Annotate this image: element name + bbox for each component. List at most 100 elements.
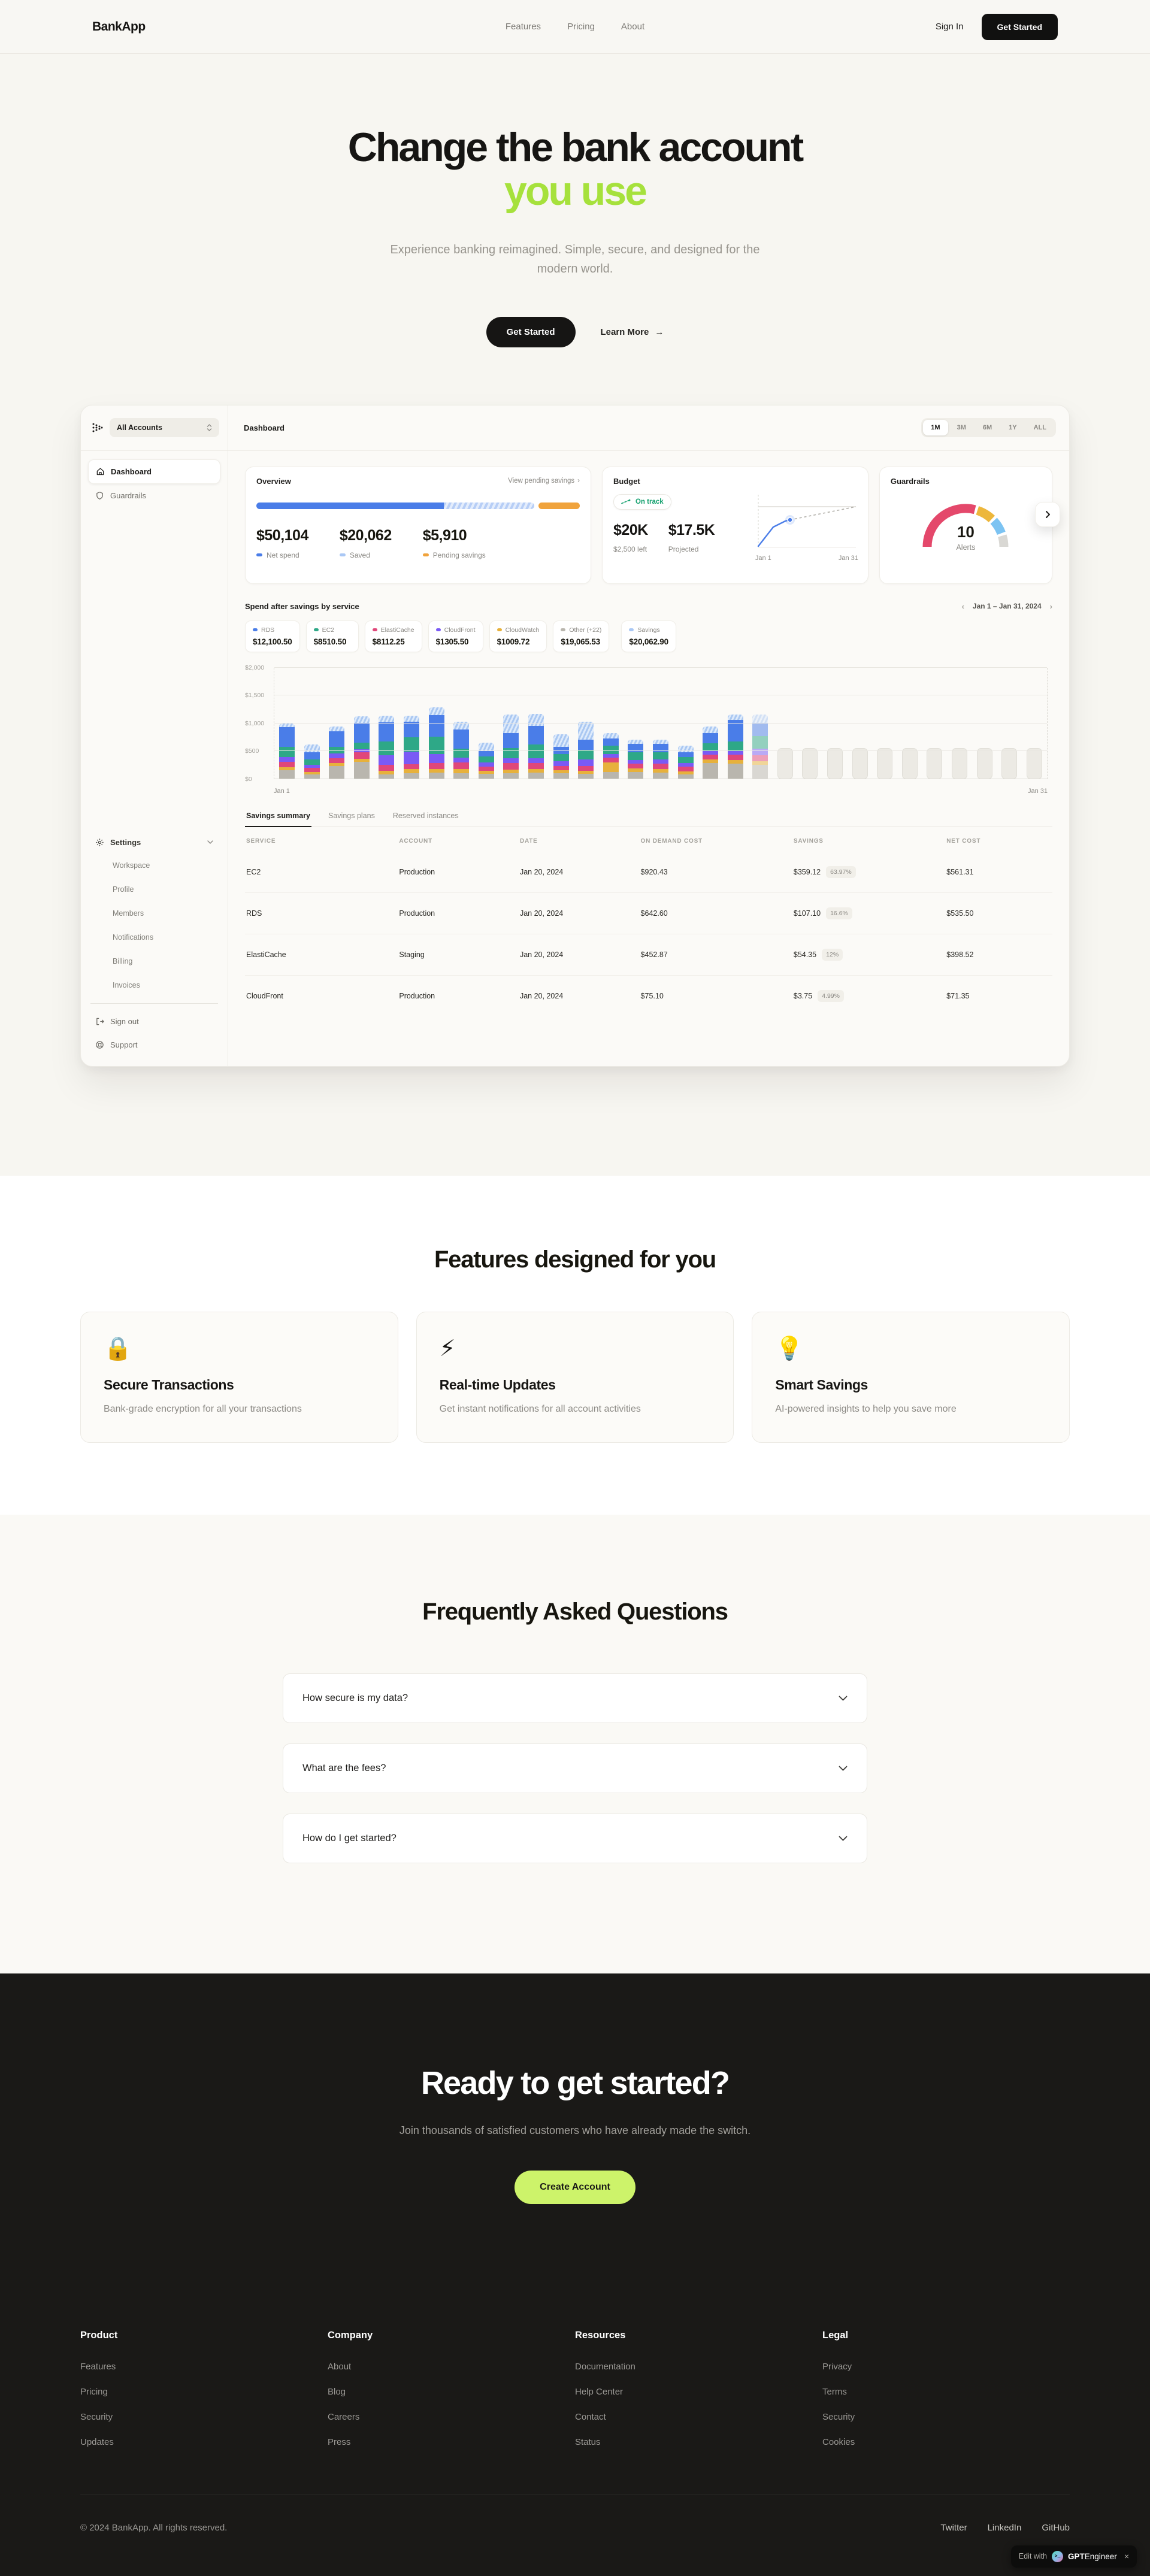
nav-link-features[interactable]: Features [505, 22, 541, 32]
tab-savings-plans[interactable]: Savings plans [328, 811, 375, 820]
chart-bar-day-20[interactable] [752, 715, 768, 779]
legend-chip-other-22[interactable]: Other (+22) $19,065.53 [553, 620, 610, 652]
tab-reserved-instances[interactable]: Reserved instances [392, 811, 459, 820]
sidebar-item-invoices[interactable]: Invoices [113, 980, 140, 989]
feature-card-real-time-updates[interactable]: ⚡ Real-time Updates Get instant notificati… [416, 1311, 734, 1443]
prev-range-button[interactable]: ‹ [961, 601, 964, 611]
legend-value: $1009.72 [497, 637, 530, 646]
nav-link-about[interactable]: About [621, 22, 645, 32]
chart-bar-day-9[interactable] [478, 742, 494, 779]
badge-close-icon[interactable]: × [1124, 2551, 1129, 2562]
sidebar-item-support[interactable]: Support [88, 1033, 220, 1057]
faq-item-how-do-i-get-started[interactable]: How do I get started? [283, 1813, 867, 1863]
legend-chip-savings[interactable]: Savings $20,062.90 [621, 620, 676, 652]
sidebar-item-profile[interactable]: Profile [113, 885, 134, 894]
stat-value: $20,062 [339, 526, 392, 544]
faq-item-what-are-the-fees[interactable]: What are the fees? [283, 1743, 867, 1793]
chart-bar-placeholder-day-30 [1001, 747, 1018, 779]
chart-bar-day-11[interactable] [528, 714, 544, 779]
tab-savings-summary[interactable]: Savings summary [245, 812, 311, 827]
sidebar-item-billing[interactable]: Billing [113, 956, 133, 965]
chart-bar-day-15[interactable] [628, 739, 644, 779]
table-row-cloudfront[interactable]: CloudFront Production Jan 20, 2024 $75.10 $3… [245, 974, 1052, 1016]
chart-bar-day-6[interactable] [403, 715, 419, 779]
learn-more-link[interactable]: Learn More → [601, 327, 664, 337]
footer-link-legal-terms[interactable]: Terms [822, 2386, 847, 2397]
footer-link-resources-status[interactable]: Status [575, 2436, 601, 2447]
bar-segment-rds [578, 739, 594, 750]
chart-legend: RDS $12,100.50 EC2 $8510.50 ElastiCache $8112… [245, 620, 1052, 652]
table-row-elasticache[interactable]: ElastiCache Staging Jan 20, 2024 $452.87 $54… [245, 933, 1052, 975]
carousel-next-button[interactable] [1035, 501, 1061, 527]
social-link-twitter[interactable]: Twitter [940, 2522, 967, 2533]
footer-link-resources-documentation[interactable]: Documentation [575, 2361, 635, 2372]
sidebar-item-sign-out[interactable]: Sign out [88, 1010, 220, 1033]
next-range-button[interactable]: › [1049, 601, 1052, 611]
footer-link-resources-help-center[interactable]: Help Center [575, 2386, 624, 2397]
chart-bar-day-19[interactable] [727, 715, 743, 779]
bar-segment-cloudfront [528, 758, 544, 763]
legend-chip-cloudfront[interactable]: CloudFront $1305.50 [428, 620, 483, 652]
footer-link-legal-privacy[interactable]: Privacy [822, 2361, 852, 2372]
sidebar-item-dashboard[interactable]: Dashboard [88, 459, 220, 484]
chart-bar-day-5[interactable] [379, 715, 395, 779]
table-row-rds[interactable]: RDS Production Jan 20, 2024 $642.60 $107.10 1… [245, 892, 1052, 934]
footer-link-company-blog[interactable]: Blog [328, 2386, 346, 2397]
faq-chevron [839, 1836, 848, 1841]
sidebar-item-workspace[interactable]: Workspace [113, 861, 150, 870]
hero-get-started-button[interactable]: Get Started [486, 316, 576, 347]
bar-segment-other [379, 774, 395, 779]
chart-bar-day-17[interactable] [677, 746, 694, 779]
chart-bar-day-7[interactable] [428, 707, 444, 779]
time-range-3m[interactable]: 3M [949, 420, 974, 435]
footer-link-product-pricing[interactable]: Pricing [80, 2386, 108, 2397]
time-range-all[interactable]: ALL [1026, 420, 1054, 435]
legend-chip-cloudwatch[interactable]: CloudWatch $1009.72 [489, 620, 547, 652]
footer-link-product-updates[interactable]: Updates [80, 2436, 114, 2447]
chart-bar-day-1[interactable] [279, 723, 295, 779]
table-row-ec2[interactable]: EC2 Production Jan 20, 2024 $920.43 $359.12 6… [245, 852, 1052, 892]
footer-link-legal-security[interactable]: Security [822, 2411, 855, 2422]
chart-bar-day-14[interactable] [603, 732, 619, 779]
faq-item-how-secure-is-my-data[interactable]: How secure is my data? [283, 1673, 867, 1723]
chart-bar-day-3[interactable] [329, 726, 345, 779]
time-range-1y[interactable]: 1Y [1001, 420, 1024, 435]
view-pending-savings-link[interactable]: View pending savings › [508, 477, 580, 485]
sign-in-link[interactable]: Sign In [935, 22, 964, 32]
time-range-1m[interactable]: 1M [923, 420, 948, 436]
chart-bar-day-18[interactable] [703, 727, 719, 779]
sidebar-item-members[interactable]: Members [113, 909, 144, 918]
chart-bar-day-4[interactable] [353, 716, 370, 779]
footer-link-company-press[interactable]: Press [328, 2436, 351, 2447]
legend-chip-rds[interactable]: RDS $12,100.50 [245, 620, 300, 652]
sidebar-settings-toggle[interactable]: Settings [88, 831, 220, 853]
header-get-started-button[interactable]: Get Started [981, 13, 1058, 40]
account-switcher-select[interactable]: All Accounts [110, 418, 219, 438]
sidebar-item-notifications[interactable]: Notifications [113, 933, 154, 942]
create-account-button[interactable]: Create Account [515, 2170, 635, 2204]
sidebar-item-guardrails[interactable]: Guardrails [88, 484, 220, 507]
time-range-6m[interactable]: 6M [975, 420, 1000, 435]
footer-link-product-features[interactable]: Features [80, 2361, 116, 2372]
social-link-linkedin[interactable]: LinkedIn [987, 2522, 1022, 2533]
social-link-github[interactable]: GitHub [1042, 2522, 1070, 2533]
budget-chart-start-label: Jan 1 [755, 554, 771, 562]
chart-bar-day-12[interactable] [553, 734, 569, 779]
footer-link-company-about[interactable]: About [328, 2361, 352, 2372]
chart-bar-day-13[interactable] [578, 722, 594, 779]
footer-link-resources-contact[interactable]: Contact [575, 2411, 606, 2422]
legend-chip-elasticache[interactable]: ElastiCache $8112.25 [364, 620, 422, 652]
chart-bar-day-2[interactable] [304, 744, 320, 779]
chart-bar-day-16[interactable] [652, 739, 668, 779]
gpt-engineer-badge[interactable]: Edit with >_ GPTEngineer × [1010, 2545, 1137, 2568]
brand-logo[interactable]: BankApp [92, 19, 146, 34]
footer-link-legal-cookies[interactable]: Cookies [822, 2436, 855, 2447]
footer-link-product-security[interactable]: Security [80, 2411, 113, 2422]
nav-link-pricing[interactable]: Pricing [567, 22, 595, 32]
feature-card-smart-savings[interactable]: 💡 Smart Savings AI-powered insights to hel… [752, 1311, 1070, 1443]
feature-card-secure-transactions[interactable]: 🔒 Secure Transactions Bank-grade encryptio… [80, 1311, 398, 1443]
footer-link-company-careers[interactable]: Careers [328, 2411, 360, 2422]
bar-segment-other [553, 773, 569, 779]
legend-chip-ec2[interactable]: EC2 $8510.50 [305, 620, 359, 652]
chart-bar-day-10[interactable] [503, 715, 519, 779]
